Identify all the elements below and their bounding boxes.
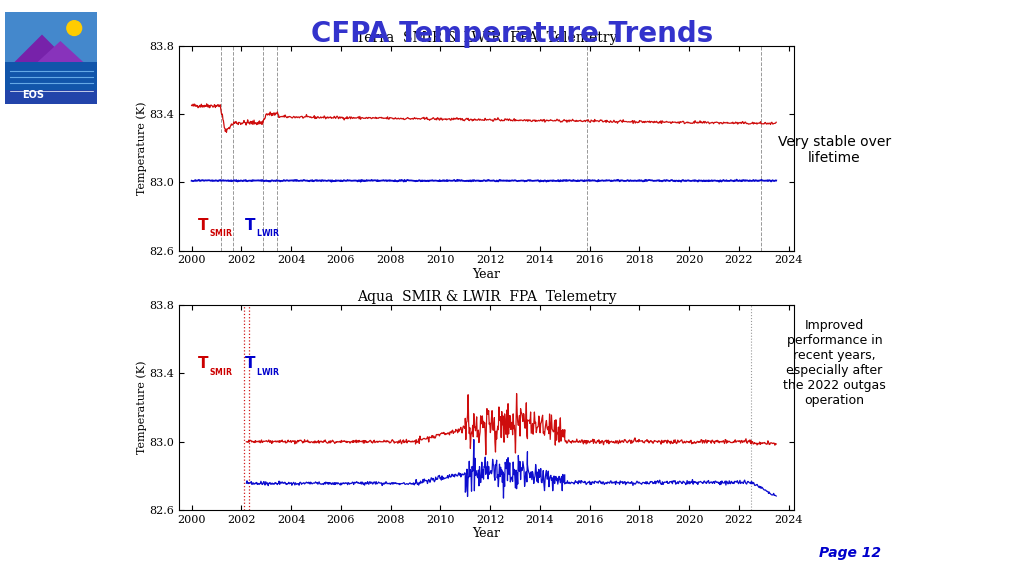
X-axis label: Year: Year [472,528,501,540]
Text: $\mathbf{T}$: $\mathbf{T}$ [197,355,209,372]
Text: $\mathbf{T}$: $\mathbf{T}$ [197,217,209,233]
Y-axis label: Temperature (K): Temperature (K) [136,361,146,454]
Text: Page 12: Page 12 [819,546,881,560]
Text: $_{\mathbf{SMIR}}$: $_{\mathbf{SMIR}}$ [209,228,233,240]
Bar [5,62,97,90]
Text: EOS: EOS [22,90,44,100]
Polygon shape [37,41,84,62]
Title: Aqua  SMIR & LWIR  FPA  Telemetry: Aqua SMIR & LWIR FPA Telemetry [356,290,616,304]
Text: $\mathbf{T}$: $\mathbf{T}$ [244,355,256,372]
Text: Improved
performance in
recent years,
especially after
the 2022 outgas
operation: Improved performance in recent years, es… [783,319,886,407]
Text: $\mathbf{T}$: $\mathbf{T}$ [244,217,256,233]
Y-axis label: Temperature (K): Temperature (K) [136,101,146,195]
Text: $_{\mathbf{SMIR}}$: $_{\mathbf{SMIR}}$ [209,366,233,378]
Text: $_{\mathbf{LWIR}}$: $_{\mathbf{LWIR}}$ [256,228,281,240]
Text: Very stable over
lifetime: Very stable over lifetime [778,135,891,165]
Text: CFPA Temperature Trends: CFPA Temperature Trends [311,20,713,48]
Circle shape [67,21,82,36]
Bar [5,12,97,62]
X-axis label: Year: Year [472,268,501,281]
Text: $_{\mathbf{LWIR}}$: $_{\mathbf{LWIR}}$ [256,366,281,378]
Polygon shape [14,35,70,62]
Title: Terra  SMIR & LWIR  FPA  Telemetry: Terra SMIR & LWIR FPA Telemetry [355,31,617,45]
